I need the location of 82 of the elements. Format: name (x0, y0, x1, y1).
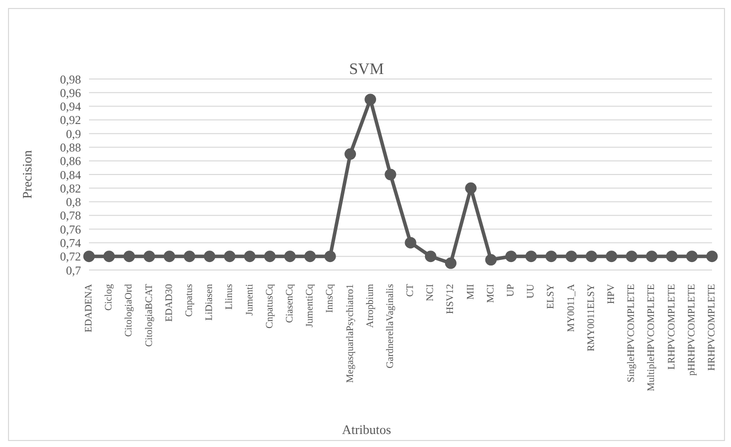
point (505, 250, 517, 262)
point (706, 250, 718, 262)
y-tick-label: 0,96 (60, 86, 81, 100)
y-tick-label: 0,94 (60, 100, 81, 114)
point (686, 250, 698, 262)
point (224, 250, 236, 262)
x-tick-label: MultipleHPVCOMPLETE (646, 284, 658, 392)
y-tick-label: 0,9 (66, 126, 81, 141)
x-tick-label: EDADENA (84, 283, 94, 332)
x-tick-label: RMY0011ELSY (586, 284, 597, 352)
x-tick-label: UU (526, 283, 537, 298)
y-tick-label: 0,74 (60, 236, 81, 250)
x-tick-label: JumentiCq (304, 284, 316, 328)
y-tick-label: 0,7 (66, 263, 81, 278)
x-tick-label: CnpatusCq (264, 284, 276, 328)
x-tick-label: ELSY (546, 284, 557, 309)
y-axis-title: Precision (20, 150, 35, 199)
point (244, 250, 256, 262)
x-tick-label: CitologiaBCAT (144, 284, 155, 347)
point (384, 168, 396, 180)
point (344, 148, 356, 160)
x-tick-label: Atropbium (364, 284, 376, 328)
x-tick-label: MegasquarlaPsychiatro1 (344, 284, 356, 383)
point (525, 250, 537, 262)
point (264, 250, 276, 262)
y-tick-label: 0,88 (60, 140, 81, 154)
point (144, 250, 156, 262)
x-tick-label: CT (405, 284, 416, 297)
x-tick-label: CiasenCq (284, 284, 296, 323)
point (83, 250, 95, 262)
x-tick-label: HPV (606, 283, 618, 304)
point (444, 257, 456, 269)
y-tick-label: 0,86 (60, 154, 81, 168)
point (465, 182, 477, 194)
y-tick-label: 0,72 (60, 250, 81, 264)
x-tick-label: LRHPVCOMPLETE (666, 284, 678, 370)
y-tick-label: 0,82 (60, 181, 81, 196)
x-tick-label: InnsCq (324, 284, 336, 313)
y-tick-label: 0,84 (60, 168, 81, 182)
point (545, 250, 557, 262)
x-tick-label: MII (465, 284, 476, 300)
x-tick-label: MCI (485, 284, 496, 303)
point (164, 250, 176, 262)
point (566, 250, 578, 262)
x-tick-label: CitologiaOrd (124, 284, 135, 337)
x-tick-label: Cnpatus (184, 284, 195, 317)
x-tick-label: MY0011_A (566, 283, 577, 332)
x-tick-label: UP (506, 284, 517, 297)
point (204, 250, 216, 262)
point (404, 236, 416, 248)
x-tick-label: SingleHPVCOMPLETE (626, 284, 638, 382)
x-tick-label: NCI (425, 284, 436, 302)
x-tick-label: EDAD30 (164, 284, 175, 322)
point (304, 250, 316, 262)
point (364, 94, 376, 106)
point (485, 254, 497, 266)
point (284, 250, 296, 262)
x-tick-label: pHRHPVCOMPLETE (686, 284, 698, 376)
point (586, 250, 598, 262)
x-tick-label: GardnerellaVaginalis (384, 284, 396, 368)
point (606, 250, 618, 262)
point (184, 250, 196, 262)
x-tick-label: Jumenti (244, 284, 256, 316)
point (666, 250, 678, 262)
point (123, 250, 135, 262)
x-tick-label: Llinus (224, 284, 236, 310)
point (626, 250, 638, 262)
x-tick-label: HSV12 (445, 284, 456, 314)
point (324, 250, 336, 262)
y-tick-label: 0,78 (60, 208, 81, 223)
point (646, 250, 658, 262)
y-tick-label: 0,76 (60, 222, 81, 236)
y-tick-label: 0,98 (60, 72, 81, 86)
y-tick-label: 0,92 (60, 113, 81, 128)
x-tick-label: HRHPVCOMPLETE (706, 284, 718, 371)
chart-title: SVM (349, 61, 384, 78)
x-tick-label: LiDiasen (204, 284, 216, 321)
x-axis-title: Atributos (340, 422, 392, 438)
point (424, 250, 436, 262)
x-tick-label: Ciclog (104, 284, 115, 311)
point (103, 250, 115, 262)
y-tick-label: 0,8 (66, 195, 81, 210)
